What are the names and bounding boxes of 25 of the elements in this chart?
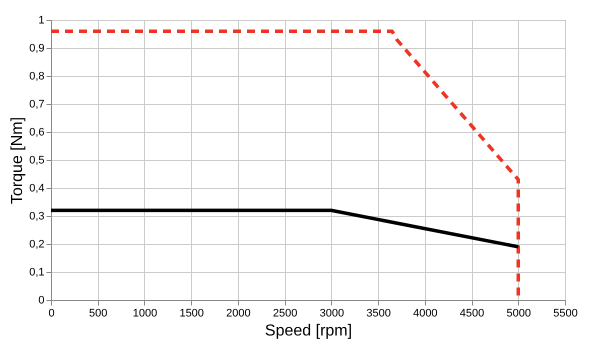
x-tick-label: 0: [48, 308, 55, 320]
y-tick-label: 0,8: [29, 70, 44, 82]
y-axis-title: Torque [Nm]: [9, 116, 26, 204]
x-tick-label: 2000: [226, 308, 251, 320]
y-tick-label: 0,6: [29, 126, 44, 138]
x-tick-label: 4000: [413, 308, 438, 320]
y-tick-label: 1: [38, 14, 44, 26]
y-tick-label: 0: [38, 294, 44, 306]
x-tick-label: 1500: [179, 308, 204, 320]
x-tick-label: 3500: [366, 308, 391, 320]
y-tick-label: 0,5: [29, 154, 44, 166]
x-tick-label: 5500: [553, 308, 578, 320]
y-tick-label: 0,9: [29, 42, 44, 54]
y-tick-label: 0,3: [29, 210, 44, 222]
y-tick-label: 0,1: [29, 266, 44, 278]
x-tick-label: 500: [89, 308, 108, 320]
x-tick-label: 3000: [320, 308, 344, 320]
y-tick-label: 0,4: [29, 182, 44, 194]
x-tick-label: 4500: [460, 308, 484, 320]
y-tick-label: 0,7: [29, 98, 44, 110]
x-tick-label: 2500: [272, 308, 298, 320]
x-tick-label: 5000: [506, 308, 532, 320]
x-tick-label: 1000: [132, 308, 158, 320]
x-axis-title: Speed [rpm]: [264, 322, 352, 340]
y-tick-label: 0,2: [29, 238, 44, 250]
